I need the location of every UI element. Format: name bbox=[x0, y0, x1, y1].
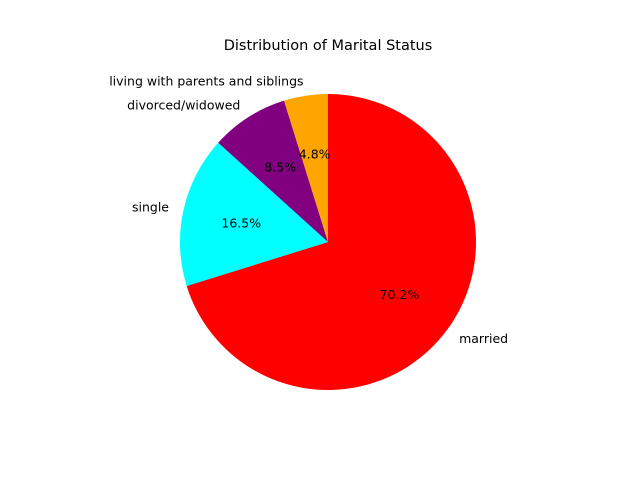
slice-percent-divorced-widowed: 8.5% bbox=[264, 160, 296, 175]
pie-slice-divorced-widowed bbox=[218, 100, 328, 243]
pie-slice-married bbox=[186, 94, 477, 391]
pie-slices bbox=[180, 94, 477, 391]
slice-label-divorced-widowed: divorced/widowed bbox=[127, 97, 240, 112]
slice-label-single: single bbox=[132, 199, 169, 214]
pie-slice-single bbox=[180, 142, 328, 286]
chart-title: Distribution of Marital Status bbox=[224, 38, 433, 54]
slice-labels: married 70.2% single 16.5% divorced/widowed 8… bbox=[109, 74, 508, 346]
pie-slice-living-with-parents-and-siblings bbox=[284, 94, 328, 242]
slice-label-married: married bbox=[459, 331, 508, 346]
slice-percent-married: 70.2% bbox=[380, 287, 420, 302]
slice-label-living-with-parents-and-siblings: living with parents and siblings bbox=[109, 74, 303, 89]
slice-percent-single: 16.5% bbox=[221, 215, 261, 230]
slice-percent-living-with-parents-and-siblings: 4.8% bbox=[299, 147, 331, 162]
